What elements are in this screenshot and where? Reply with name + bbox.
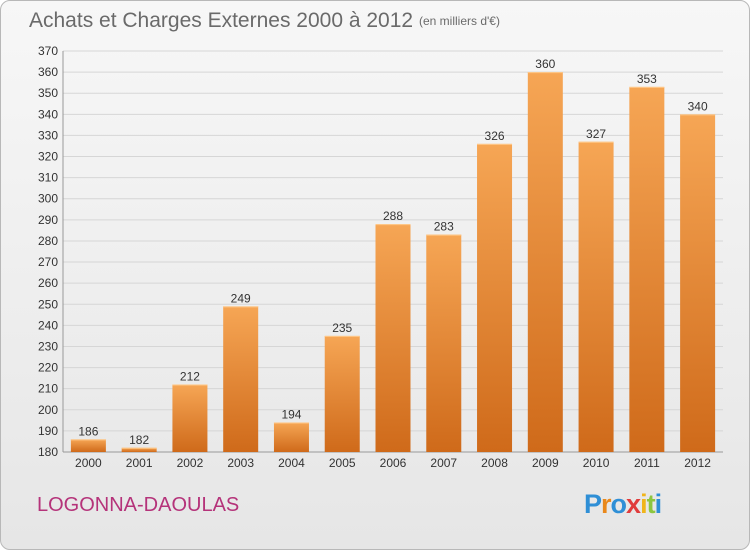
x-axis: 2000 2001 2002 2003 2004 2005 2006 2007 2008 2009… bbox=[75, 456, 711, 470]
y-tick-label: 310 bbox=[38, 171, 58, 185]
y-tick-label: 350 bbox=[38, 86, 58, 100]
bar-value-label: 288 bbox=[383, 209, 403, 223]
y-tick-label: 240 bbox=[38, 318, 58, 332]
logo-letter: o bbox=[610, 489, 627, 519]
bar[interactable] bbox=[527, 72, 563, 453]
logo-letter: t bbox=[646, 489, 656, 519]
y-tick-label: 250 bbox=[38, 297, 58, 311]
bar[interactable] bbox=[629, 86, 665, 453]
bar[interactable] bbox=[70, 439, 106, 452]
bar-value-label: 182 bbox=[129, 433, 149, 447]
bar-value-label: 327 bbox=[586, 127, 606, 141]
bar[interactable] bbox=[680, 114, 716, 452]
bar[interactable] bbox=[578, 141, 614, 452]
y-tick-label: 280 bbox=[38, 234, 58, 248]
y-tick-label: 200 bbox=[38, 403, 58, 417]
data-labels: 186 182 212 249 194 235 288 283 326 360 327 353 340 bbox=[78, 57, 708, 447]
y-tick-label: 330 bbox=[38, 128, 58, 142]
bar-value-label: 326 bbox=[485, 129, 505, 143]
x-tick-label: 2006 bbox=[380, 456, 407, 470]
bar[interactable] bbox=[324, 335, 360, 452]
y-tick-label: 230 bbox=[38, 339, 58, 353]
x-tick-label: 2001 bbox=[126, 456, 153, 470]
bar[interactable] bbox=[223, 306, 259, 452]
y-tick-label: 210 bbox=[38, 382, 58, 396]
x-tick-label: 2000 bbox=[75, 456, 102, 470]
proxiti-logo[interactable]: Proxiti bbox=[584, 489, 662, 520]
chart-subtitle: (en milliers d'€) bbox=[419, 14, 500, 28]
y-tick-label: 180 bbox=[38, 445, 58, 459]
x-tick-label: 2007 bbox=[430, 456, 457, 470]
logo-letter: P bbox=[584, 489, 602, 519]
logo-letter: i bbox=[654, 489, 662, 519]
commune-name: LOGONNA-DAOULAS bbox=[37, 494, 240, 516]
bar-value-label: 360 bbox=[535, 57, 555, 71]
y-tick-label: 290 bbox=[38, 213, 58, 227]
bar[interactable] bbox=[273, 422, 309, 452]
y-tick-label: 270 bbox=[38, 255, 58, 269]
bar-value-label: 283 bbox=[434, 220, 454, 234]
bar[interactable] bbox=[426, 234, 462, 452]
bar[interactable] bbox=[375, 224, 411, 452]
x-tick-label: 2011 bbox=[634, 456, 660, 470]
bar-value-label: 194 bbox=[281, 407, 301, 421]
bar-value-label: 212 bbox=[180, 369, 200, 383]
x-tick-label: 2002 bbox=[177, 456, 204, 470]
y-axis: 180 190 200 210 220 230 240 250 260 270 280 290 300 3… bbox=[38, 44, 58, 459]
x-tick-label: 2003 bbox=[227, 456, 254, 470]
y-tick-label: 340 bbox=[38, 107, 58, 121]
y-tick-label: 300 bbox=[38, 192, 58, 206]
x-tick-label: 2008 bbox=[481, 456, 508, 470]
y-tick-label: 190 bbox=[38, 424, 58, 438]
x-tick-label: 2010 bbox=[583, 456, 610, 470]
x-tick-label: 2012 bbox=[684, 456, 711, 470]
bars bbox=[70, 72, 716, 453]
chart-title: Achats et Charges Externes 2000 à 2012 bbox=[29, 9, 414, 32]
logo-letter: r bbox=[601, 489, 611, 519]
x-tick-label: 2004 bbox=[278, 456, 305, 470]
bar-value-label: 353 bbox=[637, 72, 657, 86]
bar[interactable] bbox=[477, 143, 513, 452]
y-tick-label: 370 bbox=[38, 44, 58, 58]
bar-value-label: 186 bbox=[78, 424, 98, 438]
bar-value-label: 235 bbox=[332, 321, 352, 335]
bar-value-label: 340 bbox=[688, 99, 708, 113]
y-tick-label: 360 bbox=[38, 65, 58, 79]
logo-letter: i bbox=[640, 489, 647, 519]
x-tick-label: 2009 bbox=[532, 456, 559, 470]
y-tick-label: 320 bbox=[38, 150, 58, 164]
y-tick-label: 220 bbox=[38, 361, 58, 375]
y-tick-label: 260 bbox=[38, 276, 58, 290]
bar[interactable] bbox=[121, 447, 157, 452]
bar[interactable] bbox=[172, 384, 208, 452]
bar-value-label: 249 bbox=[231, 291, 251, 305]
x-tick-label: 2005 bbox=[329, 456, 356, 470]
logo-letter: x bbox=[626, 489, 641, 519]
